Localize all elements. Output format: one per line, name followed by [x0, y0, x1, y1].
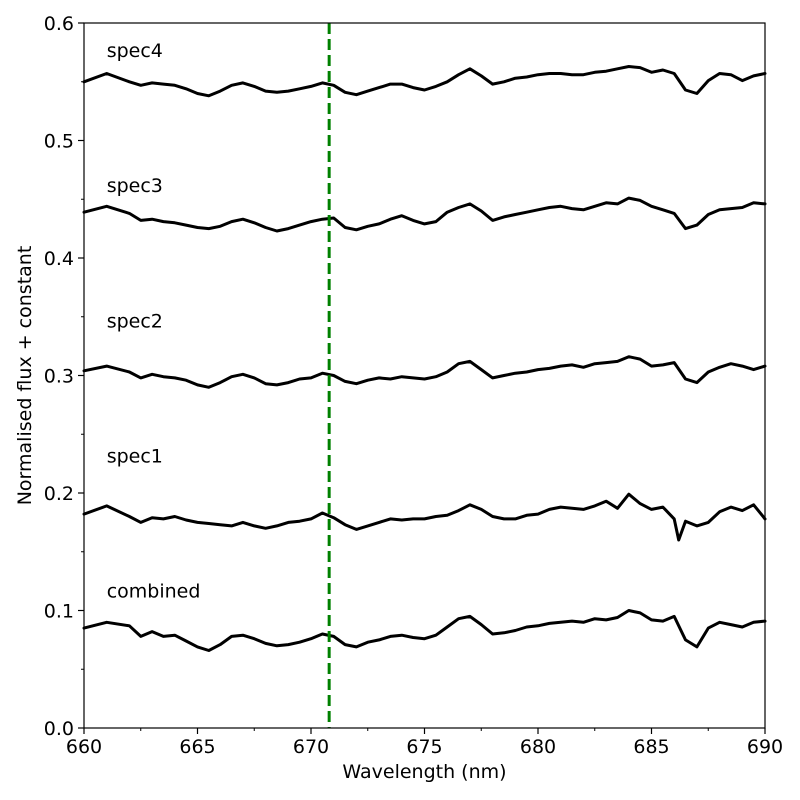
series-label-combined: combined: [107, 581, 201, 603]
y-tick-label: 0.3: [44, 366, 74, 388]
axis-ticks: 660 665 670 675 680 685 690 0.0 0.1 0.2 0.3 0.4 0.5 0…: [44, 13, 783, 758]
y-tick-label: 0.5: [44, 131, 74, 153]
y-axis-label: Normalised flux + constant: [14, 246, 36, 506]
series-line-spec4: [82, 65, 767, 98]
series-lines: [82, 65, 767, 652]
x-axis-label: Wavelength (nm): [342, 761, 506, 783]
x-tick-label: 675: [406, 736, 442, 758]
y-tick-label: 0.2: [44, 483, 74, 505]
y-tick-label: 0.6: [44, 13, 74, 35]
x-tick-label: 660: [66, 736, 102, 758]
x-tick-label: 680: [520, 736, 556, 758]
series-label-spec1: spec1: [107, 445, 163, 467]
y-tick-label: 0.4: [44, 248, 74, 270]
x-tick-label: 685: [633, 736, 669, 758]
series-label-spec2: spec2: [107, 310, 163, 332]
series-line-spec3: [82, 196, 767, 233]
x-tick-label: 690: [747, 736, 783, 758]
series-labels: combined spec1 spec2 spec3 spec4: [107, 40, 201, 603]
series-line-spec2: [82, 355, 767, 389]
series-line-combined: [82, 609, 767, 652]
series-label-spec4: spec4: [107, 40, 163, 62]
plot-frame: [83, 22, 766, 729]
y-tick-label: 0.0: [44, 718, 74, 740]
series-label-spec3: spec3: [107, 175, 163, 197]
y-tick-label: 0.1: [44, 601, 74, 623]
x-tick-label: 670: [293, 736, 329, 758]
series-line-spec1: [82, 492, 767, 542]
x-tick-label: 665: [179, 736, 215, 758]
